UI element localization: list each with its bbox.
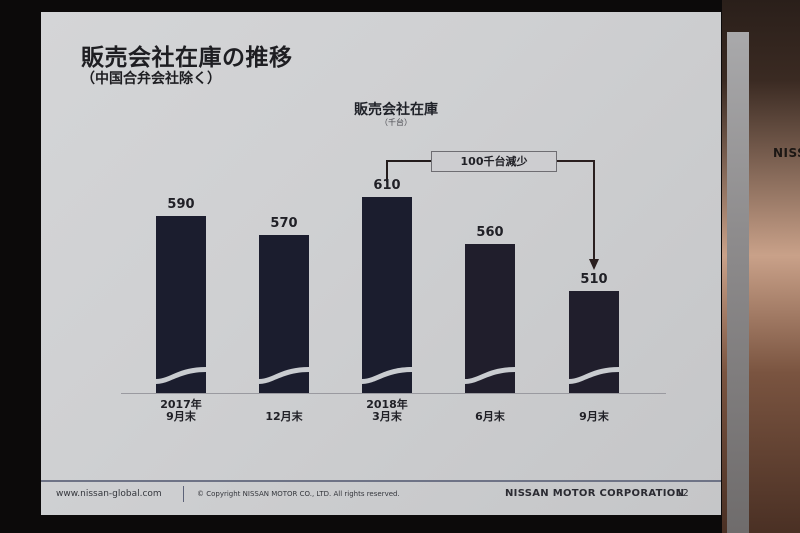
category-label-line: 9月末 bbox=[579, 410, 609, 423]
axis-break-wave-icon bbox=[465, 367, 515, 384]
bar-4 bbox=[569, 291, 619, 393]
pillar-sign-text: NISS bbox=[773, 146, 800, 160]
chart-title: 販売会社在庫 bbox=[354, 102, 438, 118]
bar-3 bbox=[465, 244, 515, 393]
bar-1 bbox=[259, 235, 309, 393]
annotation-connector bbox=[386, 160, 599, 270]
footer-separator bbox=[183, 486, 184, 502]
category-label-line: 2017年 bbox=[160, 398, 202, 411]
slide-subtitle: （中国合弁会社除く） bbox=[81, 71, 221, 87]
x-axis-baseline bbox=[121, 393, 666, 394]
reduction-callout: 100千台減少 bbox=[431, 151, 557, 172]
arrow-down-icon bbox=[589, 259, 599, 270]
bar-value-label: 510 bbox=[580, 272, 608, 287]
axis-break-wave-icon bbox=[259, 367, 309, 384]
category-label: 2017年 9月末 bbox=[146, 399, 216, 423]
footer-divider bbox=[41, 480, 721, 482]
category-label-line: 9月末 bbox=[166, 410, 196, 423]
bar-value-label: 590 bbox=[167, 197, 195, 212]
footer-url: www.nissan-global.com bbox=[56, 489, 162, 499]
bar-value-label: 570 bbox=[270, 216, 298, 231]
chart-unit: （千台） bbox=[380, 118, 412, 127]
slide-title: 販売会社在庫の推移 bbox=[81, 45, 293, 71]
category-label-line: 12月末 bbox=[265, 410, 303, 423]
axis-break-wave-icon bbox=[569, 367, 619, 384]
category-label-line: 3月末 bbox=[372, 410, 402, 423]
category-label: 12月末 bbox=[249, 411, 319, 423]
category-label: 6月末 bbox=[455, 411, 525, 423]
category-label-line: 2018年 bbox=[366, 398, 408, 411]
footer-copyright: © Copyright NISSAN MOTOR CO., LTD. All r… bbox=[197, 490, 400, 498]
bar-value-label: 560 bbox=[476, 225, 504, 240]
pillar bbox=[727, 32, 749, 533]
category-label: 2018年 3月末 bbox=[352, 399, 422, 423]
category-label: 9月末 bbox=[559, 411, 629, 423]
page-number: 12 bbox=[676, 488, 689, 499]
bar-chart: 100千台減少 590 2017年 9月末 570 12月末 610 2018年 3月末 560… bbox=[41, 12, 721, 515]
category-label-line: 6月末 bbox=[475, 410, 505, 423]
bar-0 bbox=[156, 216, 206, 393]
axis-break-wave-icon bbox=[362, 367, 412, 384]
bar-value-label: 610 bbox=[373, 178, 401, 193]
presentation-slide: 販売会社在庫の推移 （中国合弁会社除く） 販売会社在庫 （千台） 100千台減少… bbox=[41, 12, 721, 515]
footer-company-name: NISSAN MOTOR CORPORATION bbox=[505, 488, 685, 499]
axis-break-wave-icon bbox=[156, 367, 206, 384]
bar-2 bbox=[362, 197, 412, 393]
